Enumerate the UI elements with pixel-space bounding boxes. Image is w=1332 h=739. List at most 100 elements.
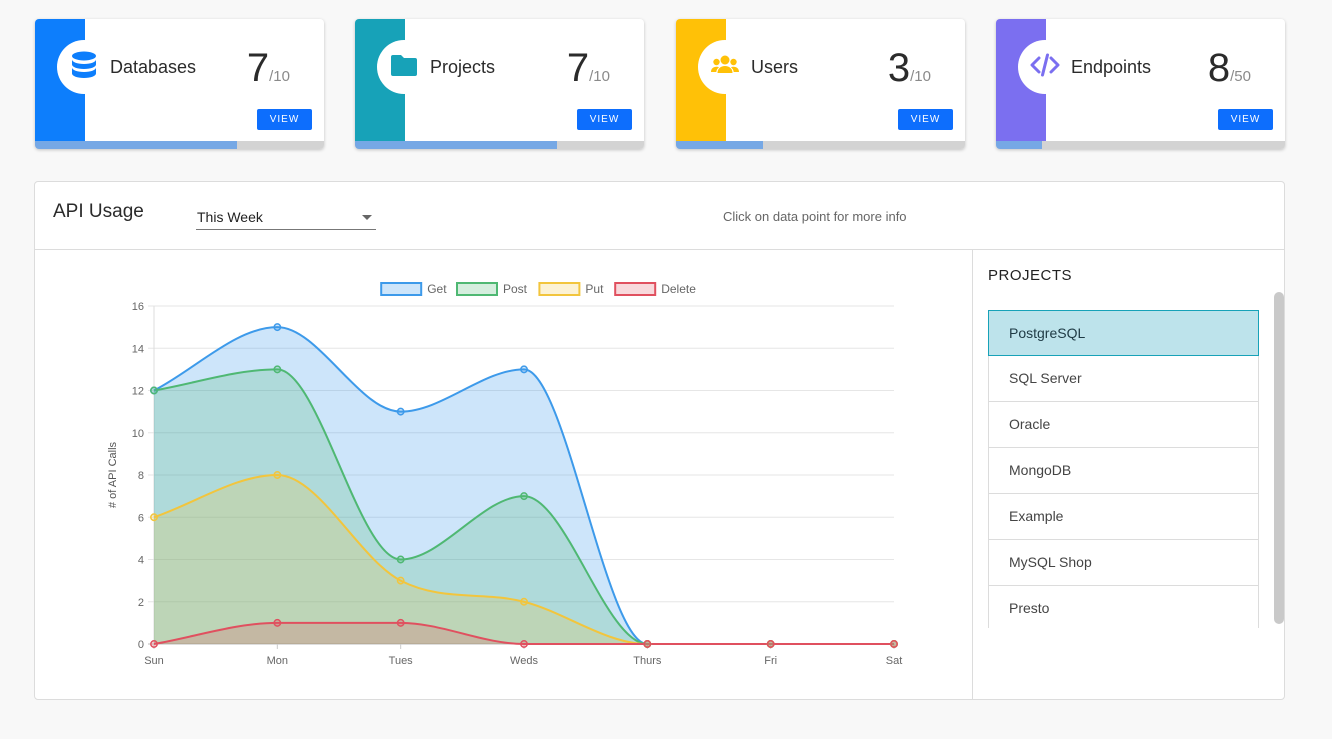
usage-progress-fill — [996, 141, 1043, 149]
period-select[interactable]: This Week — [196, 206, 376, 230]
view-users-button[interactable]: VIEW — [898, 109, 953, 130]
card-label: Databases — [110, 57, 197, 77]
card-icon-circle — [698, 40, 752, 94]
usage-progress-fill — [676, 141, 763, 149]
usage-progress-bar — [35, 141, 324, 149]
usage-progress-bar — [676, 141, 965, 149]
data-point-delete[interactable] — [396, 618, 405, 627]
legend-swatch-delete — [614, 282, 657, 296]
data-point-post[interactable] — [396, 555, 405, 564]
project-list-scrollbar[interactable] — [1274, 292, 1284, 624]
x-tick-label: Weds — [510, 655, 538, 667]
project-item-sql-server[interactable]: SQL Server — [988, 356, 1259, 402]
y-tick-label: 6 — [138, 512, 144, 524]
card-count: 8/50 — [1207, 46, 1251, 90]
usage-progress-fill — [35, 141, 238, 149]
usage-progress-bar — [996, 141, 1285, 149]
data-point-delete[interactable] — [520, 640, 528, 648]
usage-progress-fill — [355, 141, 558, 149]
y-tick-label: 2 — [138, 597, 144, 609]
folder-icon — [389, 50, 419, 85]
project-item-postgresql[interactable]: PostgreSQL — [988, 310, 1259, 356]
card-label: Projects — [430, 57, 496, 77]
users-icon — [710, 50, 740, 85]
view-endpoints-button[interactable]: VIEW — [1218, 109, 1273, 130]
projects-sidebar: PROJECTS PostgreSQL SQL Server Oracle Mo… — [973, 250, 1284, 699]
legend-label-delete: Delete — [661, 282, 696, 296]
card-count: 7/10 — [246, 46, 290, 90]
chevron-down-icon — [362, 215, 372, 220]
data-point-post[interactable] — [150, 386, 158, 395]
data-point-delete[interactable] — [273, 618, 282, 627]
panel-divider — [972, 250, 973, 699]
legend-label-post: Post — [503, 282, 528, 296]
card-icon-circle — [377, 40, 431, 94]
data-point-delete[interactable] — [890, 640, 898, 648]
usage-progress-bar — [355, 141, 644, 149]
y-tick-label: 10 — [132, 428, 144, 440]
project-item-mysql-shop[interactable]: MySQL Shop — [988, 540, 1259, 586]
api-usage-panel: API Usage This Week Click on data point … — [34, 181, 1285, 700]
series-area-get — [154, 327, 894, 644]
y-tick-label: 16 — [132, 301, 144, 313]
projects-card: Projects 7/10 VIEW — [355, 19, 644, 149]
database-icon — [69, 50, 99, 85]
series-area-delete — [154, 622, 894, 644]
users-card: Users 3/10 VIEW — [676, 19, 965, 149]
series-line-delete — [153, 621, 894, 645]
data-point-post[interactable] — [273, 365, 282, 374]
x-tick-label: Fri — [764, 655, 777, 667]
x-tick-label: Thurs — [633, 655, 662, 667]
data-point-delete[interactable] — [150, 640, 158, 648]
card-count: 7/10 — [566, 46, 610, 90]
data-point-put[interactable] — [520, 597, 528, 606]
x-tick-label: Tues — [389, 655, 414, 667]
legend-swatch-put — [538, 282, 581, 296]
project-item-example[interactable]: Example — [988, 494, 1259, 540]
view-projects-button[interactable]: VIEW — [577, 109, 632, 130]
card-label: Users — [751, 57, 799, 77]
code-icon — [1030, 50, 1060, 85]
data-point-post[interactable] — [520, 492, 528, 501]
chart-svg: 0 2 4 6 8 10 12 14 16 Sun Mon Tues Weds Thurs Fri Sat # … — [107, 282, 903, 667]
projects-title: PROJECTS — [988, 267, 1073, 284]
y-tick-label: 14 — [132, 343, 144, 355]
databases-card: Databases 7/10 VIEW — [35, 19, 324, 149]
card-label: Endpoints — [1071, 57, 1152, 77]
legend-label-put: Put — [585, 282, 604, 296]
x-tick-label: Sun — [144, 655, 164, 667]
y-tick-label: 12 — [132, 386, 144, 398]
x-tick-label: Mon — [267, 655, 288, 667]
y-tick-label: 4 — [138, 555, 144, 567]
x-tick-label: Sat — [886, 655, 903, 667]
api-usage-chart: 0 2 4 6 8 10 12 14 16 Sun Mon Tues Weds Thurs Fri Sat # … — [35, 250, 972, 699]
data-point-get[interactable] — [520, 365, 528, 374]
project-list: PostgreSQL SQL Server Oracle MongoDB Exa… — [988, 310, 1259, 628]
chart-hint: Click on data point for more info — [723, 209, 907, 224]
project-item-oracle[interactable]: Oracle — [988, 402, 1259, 448]
legend-swatch-post — [456, 282, 498, 296]
data-point-delete[interactable] — [766, 640, 775, 648]
series-area-post — [154, 369, 894, 644]
legend-swatch-get — [380, 282, 423, 296]
y-tick-label: 8 — [138, 470, 144, 482]
y-tick-label: 0 — [138, 639, 144, 651]
view-databases-button[interactable]: VIEW — [257, 109, 312, 130]
project-item-mongodb[interactable]: MongoDB — [988, 448, 1259, 494]
data-point-put[interactable] — [273, 471, 282, 479]
panel-title: API Usage — [53, 201, 144, 222]
data-point-put[interactable] — [150, 513, 158, 522]
card-icon-circle — [57, 40, 111, 94]
data-point-delete[interactable] — [643, 640, 652, 648]
legend-label-get: Get — [427, 282, 447, 296]
data-point-get[interactable] — [273, 323, 282, 332]
data-point-put[interactable] — [396, 576, 405, 585]
project-item-presto[interactable]: Presto — [988, 586, 1259, 628]
series-area-put — [154, 475, 894, 644]
data-point-get[interactable] — [396, 407, 405, 416]
card-icon-circle — [1018, 40, 1072, 94]
panel-header: API Usage This Week Click on data point … — [35, 182, 1284, 250]
y-axis-label: # of API Calls — [107, 441, 119, 508]
period-select-value: This Week — [197, 209, 263, 225]
endpoints-card: Endpoints 8/50 VIEW — [996, 19, 1285, 149]
